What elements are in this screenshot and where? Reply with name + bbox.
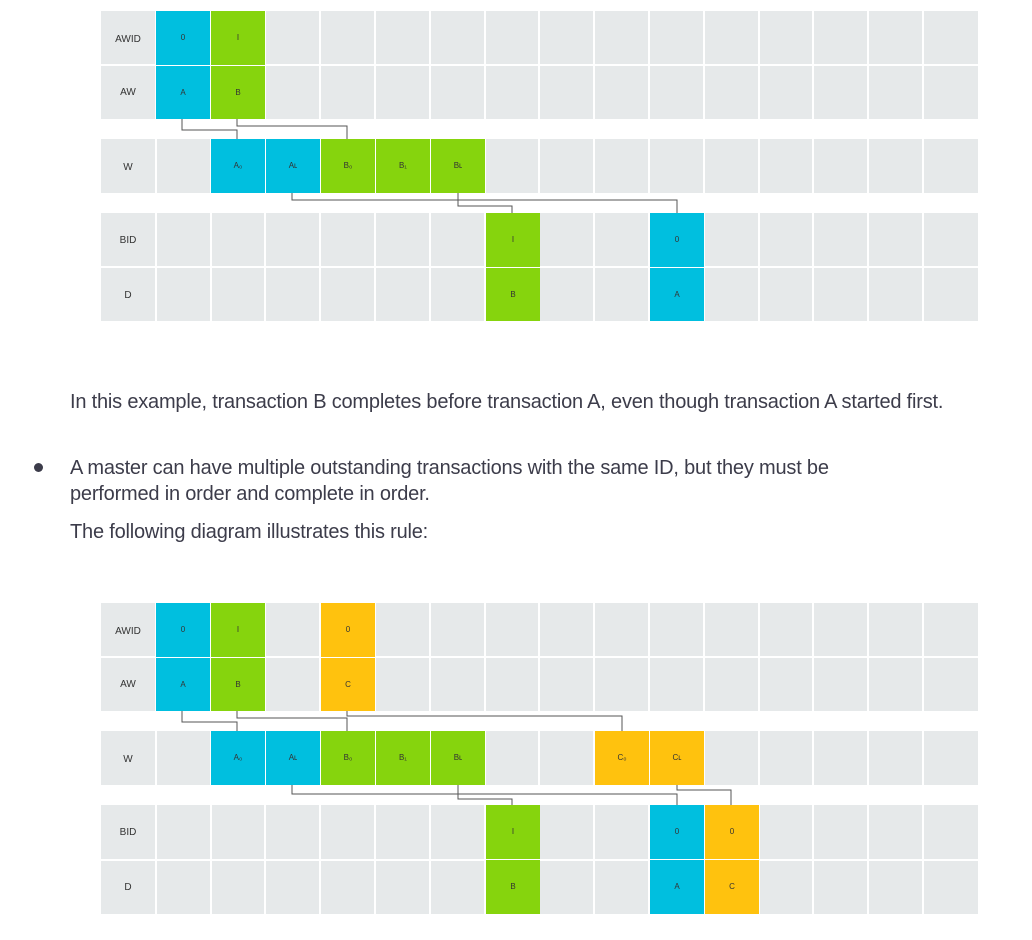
timing-diagram-2: AWID AW W BID D 0 I 0 A B C A₀ Aʟ B₀ B₁ … xyxy=(0,598,1032,928)
grid-separator xyxy=(154,731,157,785)
bid-cell-1: I xyxy=(486,805,540,859)
grid-separator xyxy=(154,139,157,193)
grid-separator xyxy=(867,139,870,193)
row-label-awid: AWID xyxy=(115,626,141,637)
grid-separator xyxy=(538,731,541,785)
paragraph-diagram-intro: The following diagram illustrates this r… xyxy=(70,521,429,543)
aw-cell-a: A xyxy=(156,66,210,119)
w-cell-blast: Bʟ xyxy=(431,139,485,193)
paragraph-example-result: In this example, transaction B completes… xyxy=(70,391,944,413)
grid-separator xyxy=(593,139,596,193)
grid-separator xyxy=(648,731,650,785)
aw-cell-a: A xyxy=(156,658,210,711)
row-label-awid: AWID xyxy=(115,34,141,45)
grid-separator xyxy=(593,731,596,785)
connector-w-alast-to-bid xyxy=(291,193,678,213)
row-label-aw: AW xyxy=(120,679,136,690)
grid-separator xyxy=(209,731,212,785)
awid-cell-0: 0 xyxy=(156,11,210,65)
grid-separator xyxy=(757,139,760,193)
row-label-d: D xyxy=(124,882,132,893)
awid-cell-0: 0 xyxy=(156,603,210,657)
d-cell-a: A xyxy=(650,268,704,321)
grid-separator xyxy=(264,139,267,193)
d-cell-a: A xyxy=(650,860,704,914)
w-cell-alast: Aʟ xyxy=(266,139,320,193)
bid-cell-0: 0 xyxy=(650,805,704,859)
connector-aw-b-to-w xyxy=(236,119,348,139)
grid-separator xyxy=(648,139,650,193)
grid-separator xyxy=(101,858,978,861)
grid-separator xyxy=(209,139,212,193)
connector-w-clast-to-bid xyxy=(676,785,732,805)
grid-separator xyxy=(264,731,267,785)
grid-separator xyxy=(374,139,376,193)
d-cell-c: C xyxy=(705,860,759,914)
connector-aw-a-to-w xyxy=(181,711,238,731)
w-cell-blast: Bʟ xyxy=(431,731,485,785)
grid-separator xyxy=(867,731,870,785)
w-cell-b0: B₀ xyxy=(321,731,375,785)
grid-separator xyxy=(702,139,705,193)
w-cell-a0: A₀ xyxy=(211,731,265,785)
grid-separator xyxy=(812,731,815,785)
aw-cell-b: B xyxy=(211,658,265,711)
w-cell-a0: A₀ xyxy=(211,139,265,193)
d-cell-b: B xyxy=(486,268,540,321)
row-label-aw: AW xyxy=(120,87,136,98)
connector-aw-c-to-w xyxy=(346,711,623,731)
row-label-bid: BID xyxy=(119,827,137,838)
timing-diagram-1: AWID AW W BID D 0 I A B A₀ Aʟ B₀ B₁ Bʟ I… xyxy=(0,0,1032,330)
connector-w-blast-to-bid xyxy=(457,785,513,805)
grid-separator xyxy=(812,139,815,193)
row-label-d: D xyxy=(124,290,132,301)
grid-separator xyxy=(757,731,760,785)
bid-cell-0: 0 xyxy=(650,213,704,267)
w-cell-c0: C₀ xyxy=(595,731,649,785)
row-label-bid: BID xyxy=(119,235,137,246)
w-cell-clast: Cʟ xyxy=(650,731,704,785)
grid-separator xyxy=(538,139,541,193)
grid-separator xyxy=(101,64,978,66)
aw-cell-c: C xyxy=(321,658,375,711)
grid-separator xyxy=(922,731,924,785)
grid-separator xyxy=(101,266,978,268)
awid-cell-c-0: 0 xyxy=(321,603,375,657)
connector-w-blast-to-bid xyxy=(457,193,513,213)
grid-separator xyxy=(374,731,376,785)
awid-cell-1: I xyxy=(211,11,265,65)
row-label-w: W xyxy=(123,754,133,765)
connector-aw-a-to-w xyxy=(181,119,238,139)
bullet-dot xyxy=(34,463,43,472)
grid-separator xyxy=(319,731,322,785)
bullet-ordering-rule: A master can have multiple outstanding t… xyxy=(70,457,829,505)
d-cell-b: B xyxy=(486,860,540,914)
w-cell-b1: B₁ xyxy=(376,731,430,785)
connector-w-alast-to-bid xyxy=(291,785,678,805)
connector-aw-b-to-w xyxy=(236,711,348,731)
w-cell-b1: B₁ xyxy=(376,139,430,193)
bid-cell-1: I xyxy=(486,213,540,267)
grid-separator xyxy=(922,139,924,193)
grid-separator xyxy=(101,656,978,658)
awid-cell-1: I xyxy=(211,603,265,657)
w-cell-b0: B₀ xyxy=(321,139,375,193)
grid-separator xyxy=(319,139,322,193)
w-cell-alast: Aʟ xyxy=(266,731,320,785)
bid-cell-c-0: 0 xyxy=(705,805,759,859)
aw-cell-b: B xyxy=(211,66,265,119)
row-label-w: W xyxy=(123,162,133,173)
